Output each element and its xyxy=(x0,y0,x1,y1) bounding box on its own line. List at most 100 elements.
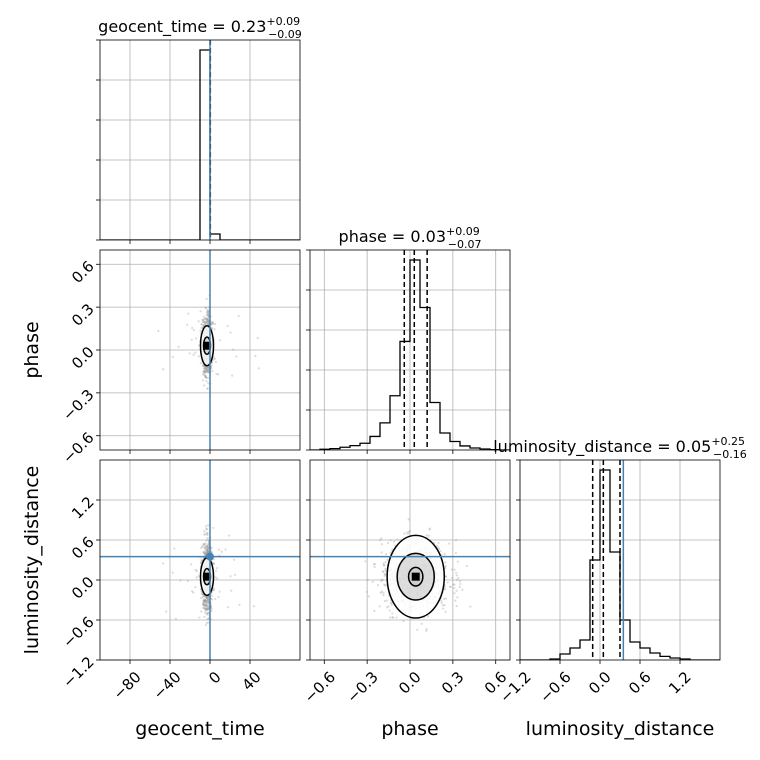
scatter-point xyxy=(202,598,206,602)
scatter-point xyxy=(428,528,431,531)
scatter-point xyxy=(210,609,213,613)
scatter-point xyxy=(212,588,215,591)
scatter-point xyxy=(205,320,208,323)
scatter-point xyxy=(197,355,201,358)
scatter-point xyxy=(202,370,206,373)
scatter-point xyxy=(389,551,392,554)
scatter-point xyxy=(230,589,233,592)
scatter-point xyxy=(372,563,376,566)
scatter-point xyxy=(205,310,208,314)
scatter-point xyxy=(373,563,377,566)
y-tick-label: 1.2 xyxy=(68,493,98,523)
scatter-point xyxy=(190,338,193,341)
scatter-point xyxy=(202,315,206,319)
scatter-point xyxy=(203,369,207,372)
scatter-point xyxy=(229,575,232,578)
scatter-point xyxy=(391,616,394,619)
scatter-point xyxy=(207,598,210,601)
scatter-point xyxy=(204,374,207,377)
scatter-point xyxy=(204,368,208,371)
scatter-point xyxy=(204,533,207,536)
scatter-point xyxy=(204,542,207,545)
scatter-point xyxy=(207,547,210,550)
x-tick-label: 1.2 xyxy=(665,668,695,698)
scatter-point xyxy=(231,348,235,351)
scatter-point xyxy=(202,606,205,610)
scatter-point xyxy=(206,550,209,553)
scatter-point xyxy=(235,355,238,358)
scatter-point xyxy=(443,604,446,607)
scatter-point xyxy=(204,366,207,369)
scatter-point xyxy=(382,563,386,567)
scatter-point xyxy=(407,530,411,533)
scatter-point xyxy=(256,336,259,340)
scatter-point xyxy=(205,370,208,373)
scatter-point xyxy=(380,543,384,546)
scatter-point xyxy=(205,596,208,600)
scatter-point xyxy=(215,373,218,376)
scatter-point xyxy=(203,367,206,370)
scatter-point xyxy=(202,551,206,555)
scatter-point xyxy=(204,600,208,603)
scatter-point xyxy=(385,599,388,602)
scatter-point xyxy=(207,323,210,326)
scatter-point xyxy=(440,601,443,604)
panel-geocent_time-vs-luminosity_distance: −80 −40 0 40 −1.2−0.6 0.0 0.6 1.2 xyxy=(59,459,301,703)
scatter-point xyxy=(203,598,207,601)
scatter-point xyxy=(205,608,208,611)
x-axis-label-phase: phase xyxy=(381,718,438,740)
scatter-point xyxy=(395,616,398,619)
scatter-point xyxy=(437,547,441,550)
scatter-point xyxy=(200,558,203,562)
scatter-point xyxy=(366,578,369,581)
scatter-point xyxy=(425,628,428,631)
scatter-point xyxy=(207,621,210,624)
scatter-point xyxy=(198,344,201,347)
scatter-point xyxy=(206,367,209,370)
scatter-point xyxy=(202,599,205,602)
scatter-point xyxy=(203,320,206,323)
scatter-point xyxy=(206,369,209,372)
scatter-point xyxy=(212,356,216,359)
scatter-point xyxy=(449,585,452,589)
scatter-point xyxy=(204,376,207,379)
scatter-point xyxy=(204,317,207,321)
y-tick-label: 0.6 xyxy=(68,257,98,287)
scatter-point xyxy=(218,339,221,342)
scatter-point xyxy=(439,599,443,602)
scatter-point xyxy=(197,575,200,578)
scatter-point xyxy=(199,329,202,332)
scatter-point xyxy=(202,543,205,546)
scatter-point xyxy=(453,592,456,595)
scatter-point xyxy=(207,323,210,326)
scatter-point xyxy=(211,322,215,325)
scatter-point xyxy=(203,605,206,608)
scatter-point xyxy=(380,551,383,554)
scatter-point xyxy=(206,544,209,547)
scatter-point xyxy=(207,607,210,610)
scatter-point xyxy=(389,539,392,542)
scatter-point xyxy=(215,566,219,570)
scatter-point xyxy=(200,326,203,330)
scatter-point xyxy=(202,365,205,368)
scatter-point xyxy=(206,371,209,374)
scatter-point xyxy=(205,549,208,552)
scatter-point xyxy=(454,539,458,542)
scatter-point xyxy=(202,601,205,604)
truth-marker xyxy=(206,552,214,561)
scatter-point xyxy=(202,604,205,607)
scatter-point xyxy=(207,548,210,551)
x-tick-label: 0 xyxy=(205,668,224,687)
scatter-point xyxy=(206,603,209,607)
scatter-point xyxy=(204,603,208,606)
scatter-point xyxy=(194,337,198,340)
scatter-point xyxy=(211,321,215,324)
scatter-point xyxy=(200,546,203,550)
scatter-point xyxy=(204,367,207,370)
x-tick-label: −0.6 xyxy=(301,668,339,706)
scatter-point xyxy=(402,619,405,623)
scatter-point xyxy=(383,599,386,603)
scatter-point xyxy=(205,608,208,611)
scatter-point xyxy=(389,601,393,604)
scatter-point xyxy=(210,607,213,610)
